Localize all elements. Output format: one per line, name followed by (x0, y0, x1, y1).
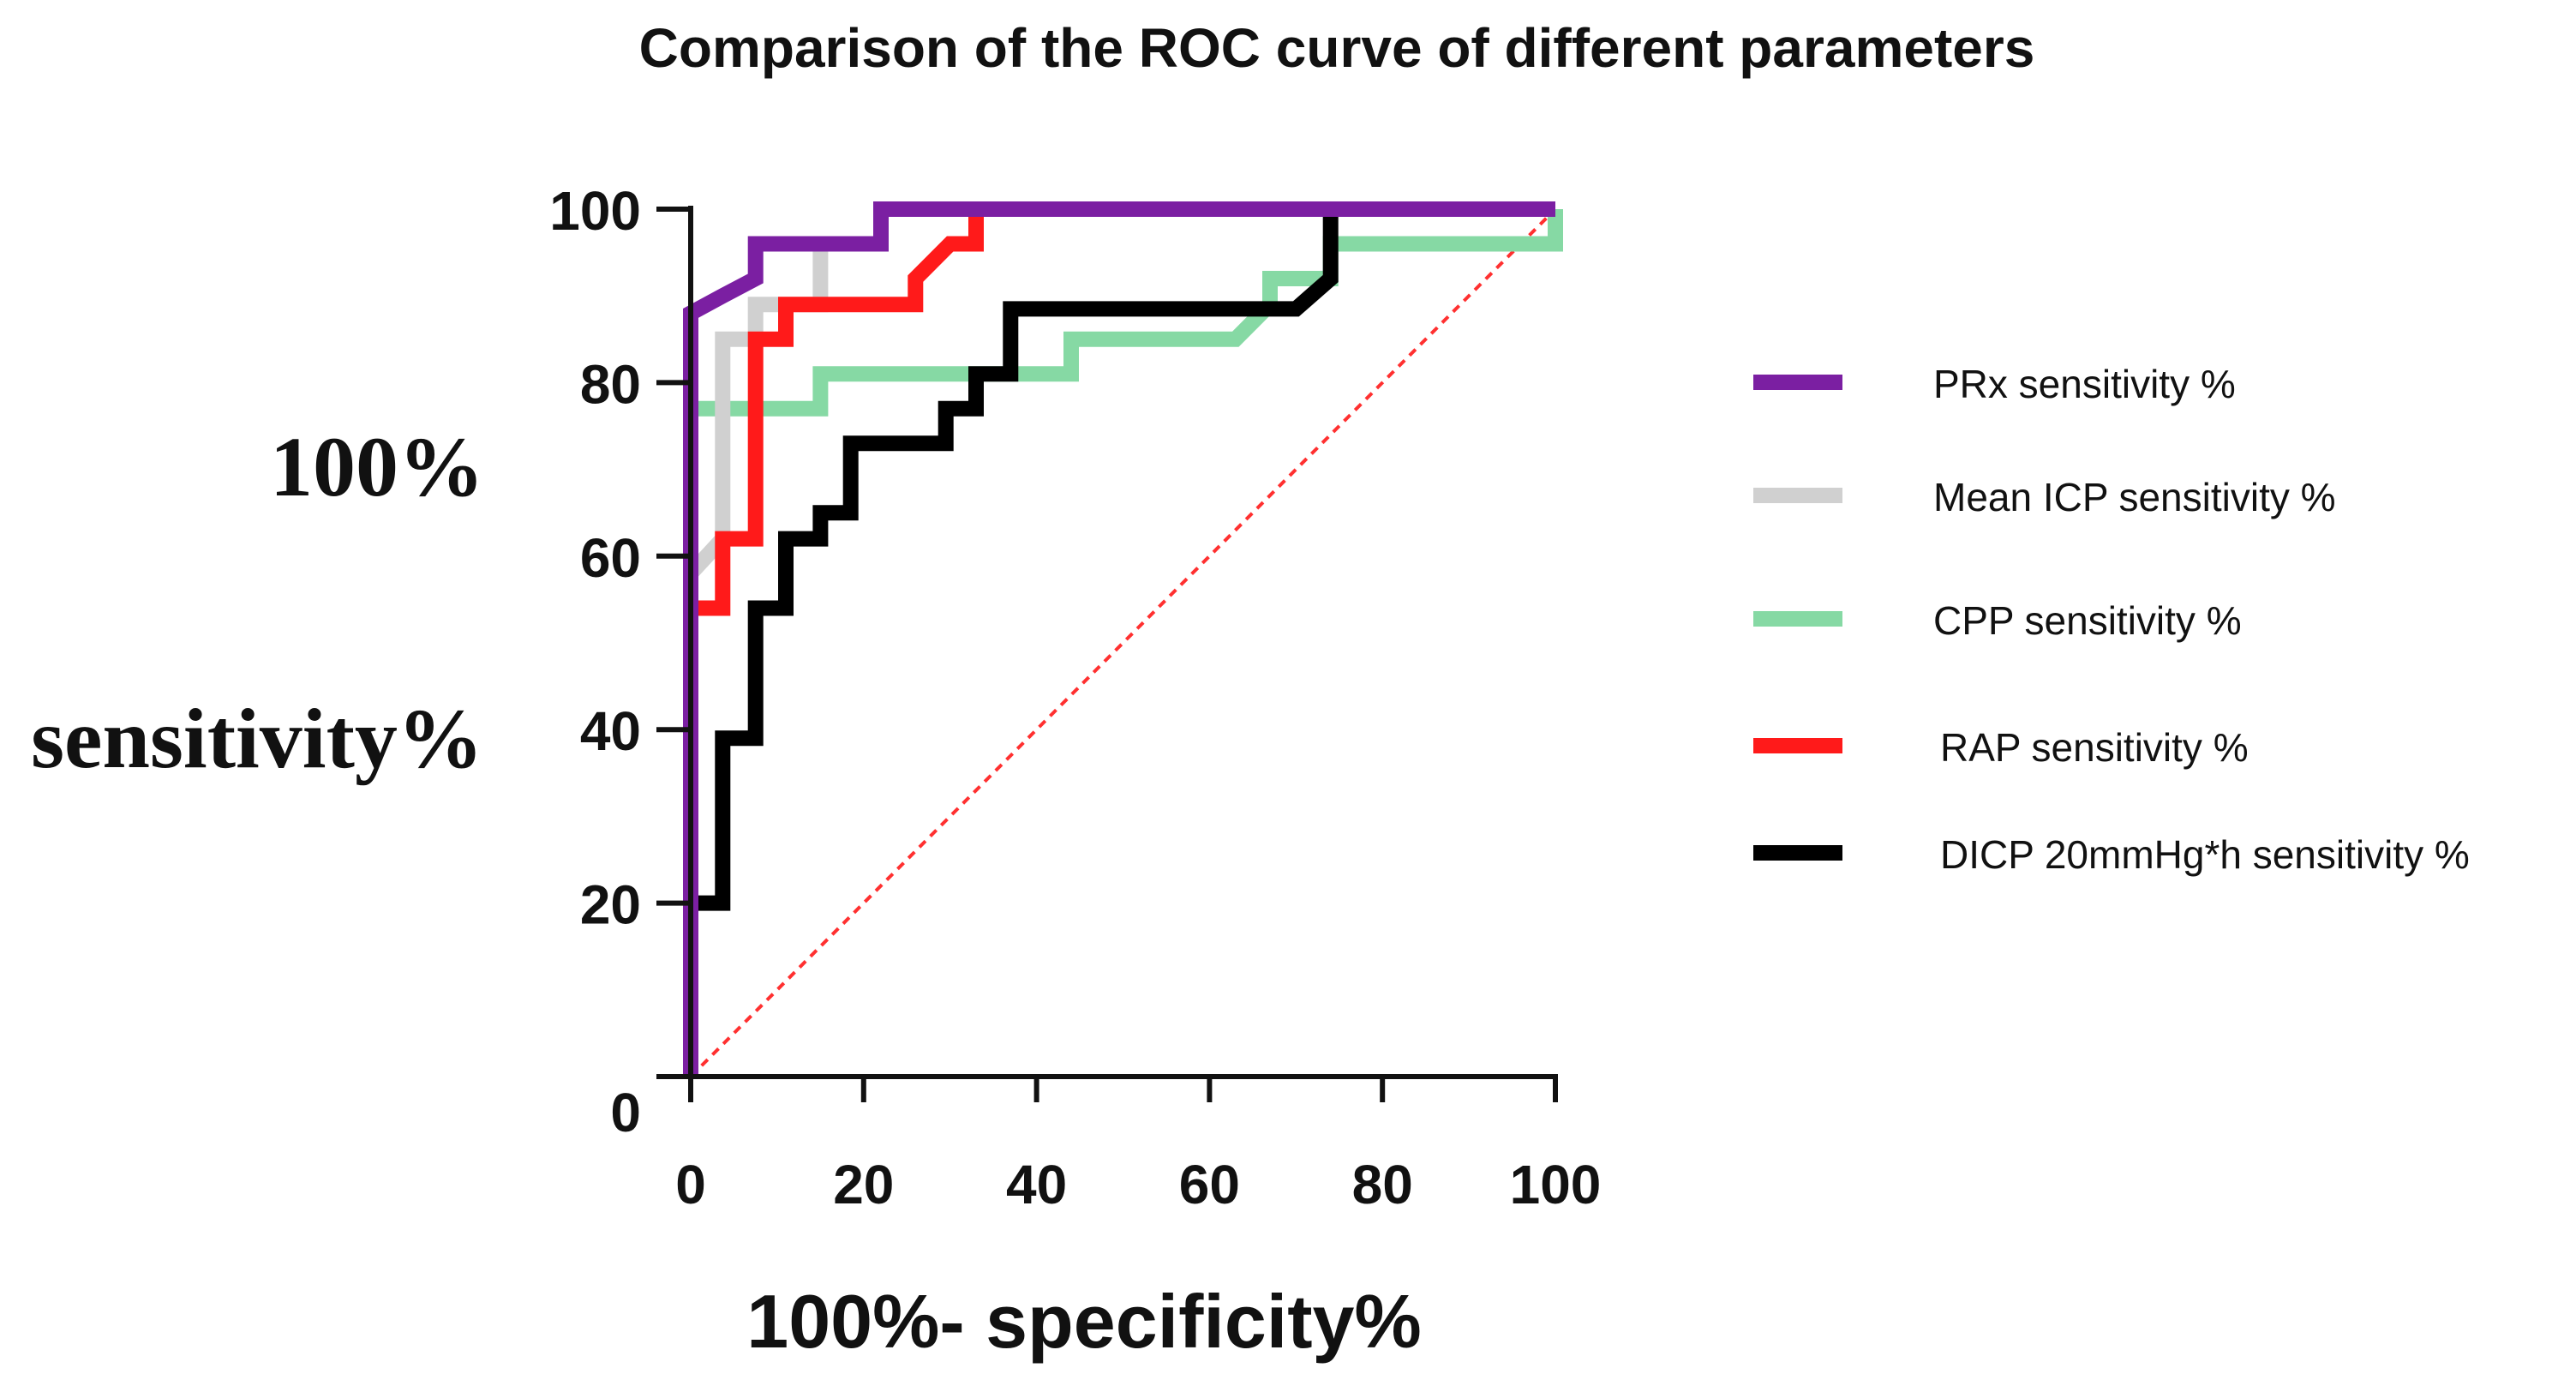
legend-label-0: PRx sensitivity % (1933, 362, 2236, 406)
legend: PRx sensitivity % Mean ICP sensitivity % C… (1753, 362, 2470, 877)
series-line-3 (683, 201, 1555, 1077)
x-tick-label-2: 40 (1006, 1154, 1067, 1215)
reference-diagonal (689, 207, 1557, 1078)
x-tick-label-4: 80 (1352, 1154, 1413, 1215)
y-tick-label-2: 40 (580, 700, 641, 762)
x-tick-label-3: 60 (1179, 1154, 1240, 1215)
series-line-4 (683, 201, 1555, 1077)
x-tick-label-1: 20 (833, 1154, 894, 1215)
y-tick-label-1: 20 (580, 874, 641, 936)
y-tick-label-3: 60 (580, 527, 641, 589)
x-axis-label: 100%- specificity% (746, 1279, 1422, 1364)
y-tick-label-5: 100 (549, 180, 641, 242)
legend-label-4: DICP 20mmHg*h sensitivity % (1940, 832, 2470, 877)
y-tick-label-4: 80 (580, 353, 641, 415)
y-axis-label-line1: 100% (270, 419, 484, 514)
y-tick-label-0: 0 (610, 1082, 641, 1143)
y-axis-label-line2: sensitivity% (31, 691, 483, 786)
legend-label-1: Mean ICP sensitivity % (1933, 475, 2336, 519)
plot-area: 0 20 40 60 80 100 0 20 40 60 80 100 (549, 180, 1601, 1215)
x-tick-label-5: 100 (1510, 1154, 1602, 1215)
legend-label-2: CPP sensitivity % (1933, 598, 2242, 643)
chart-title: Comparison of the ROC curve of different… (639, 17, 2035, 79)
x-tick-label-0: 0 (675, 1154, 706, 1215)
legend-label-3: RAP sensitivity % (1940, 725, 2249, 770)
